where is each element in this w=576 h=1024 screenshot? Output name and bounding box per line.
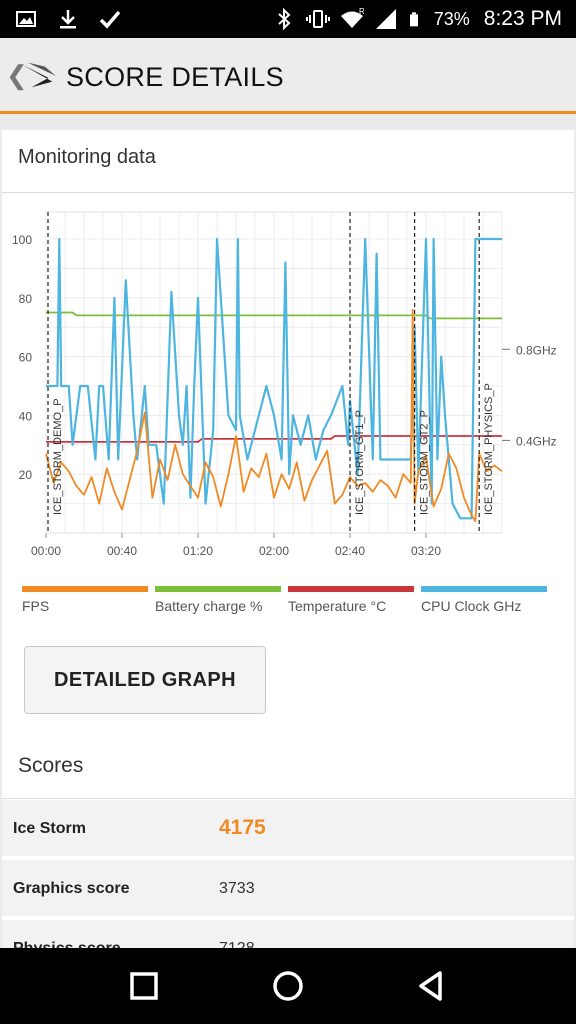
series-line-cpu-clock-ghz [46, 237, 502, 520]
test-marker-label: ICE_STORM_GT2_P [419, 410, 431, 515]
check-icon [99, 10, 121, 29]
x-tick-label: 03:20 [411, 544, 441, 558]
notification-icons [14, 6, 122, 32]
back-triangle-icon[interactable] [412, 966, 452, 1006]
legend-item-temperature: Temperature °C [288, 586, 414, 614]
legend-item-fps: FPS [22, 586, 148, 614]
score-label: Ice Storm [13, 820, 86, 837]
right-y-tick-label: 0.4GHz [516, 434, 557, 448]
detailed-graph-button[interactable]: DETAILED GRAPH [24, 646, 266, 714]
clock: 8:23 PM [483, 7, 562, 30]
svg-text:R: R [359, 7, 364, 16]
x-tick-label: 02:40 [335, 544, 365, 558]
legend-label-fps: FPS [22, 598, 50, 614]
3dmark-logo-icon[interactable] [20, 58, 58, 92]
score-row-ice-storm[interactable]: Ice Storm 4175 [2, 800, 574, 858]
system-icons: R 73% 8:23 PM [272, 0, 562, 38]
battery-icon [409, 12, 418, 27]
y-tick-label: 60 [19, 351, 33, 365]
monitoring-chart[interactable]: 20 40 60 80 100 0.4GHz 0.8GHz 00:00 00:40 01:20 02… [2, 200, 574, 580]
score-details-card: Monitoring data 20 40 60 80 100 0.4GHz 0.8GHz 0… [2, 130, 574, 978]
y-tick-label: 80 [19, 292, 33, 306]
download-icon [60, 10, 76, 29]
test-marker-label: ICE_STORM_PHYSICS_P [483, 383, 495, 515]
score-label: Graphics score [13, 880, 130, 897]
y-tick-label: 100 [12, 233, 32, 247]
legend-swatch-battery [155, 586, 281, 592]
score-value: 4175 [219, 816, 266, 839]
legend-swatch-cpu-clock [421, 586, 547, 592]
image-icon [16, 11, 36, 27]
legend-item-cpu-clock: CPU Clock GHz [421, 586, 547, 614]
home-circle-icon[interactable] [268, 966, 308, 1006]
series-line-battery-charge [46, 311, 502, 320]
score-row-graphics[interactable]: Graphics score 3733 [2, 860, 574, 918]
right-y-tick-label: 0.8GHz [516, 343, 557, 357]
test-marker-label: ICE_STORM_GT1_P [354, 410, 366, 515]
series-line-temperature-c [46, 435, 502, 443]
x-tick-label: 01:20 [183, 544, 213, 558]
recents-square-icon[interactable] [124, 966, 164, 1006]
y-tick-label: 20 [19, 468, 33, 482]
divider [2, 798, 574, 799]
legend-label-battery: Battery charge % [155, 598, 263, 614]
scores-title: Scores [18, 754, 84, 777]
test-marker-label: ICE_STORM_DEMO_P [52, 398, 64, 515]
score-value: 3733 [219, 880, 255, 897]
monitoring-title: Monitoring data [18, 146, 156, 168]
legend-item-battery: Battery charge % [155, 586, 281, 614]
divider [2, 192, 574, 193]
legend-swatch-temperature [288, 586, 414, 592]
navigation-bar [0, 948, 576, 1024]
app-bar: ❮ SCORE DETAILS [0, 38, 576, 114]
status-bar: R 73% 8:23 PM [0, 0, 576, 38]
y-tick-label: 40 [19, 409, 33, 423]
x-tick-label: 02:00 [259, 544, 289, 558]
chevron-left-icon[interactable]: ❮ [6, 60, 28, 90]
vibrate-icon [305, 10, 330, 28]
page-title: SCORE DETAILS [66, 62, 284, 92]
legend-swatch-fps [22, 586, 148, 592]
bluetooth-icon [278, 7, 291, 31]
battery-percent: 73% [433, 8, 470, 29]
legend-label-temperature: Temperature °C [288, 598, 387, 614]
legend-label-cpu-clock: CPU Clock GHz [421, 598, 522, 614]
wifi-icon: R [340, 7, 364, 28]
x-tick-label: 00:00 [31, 544, 61, 558]
signal-icon [375, 9, 396, 29]
x-tick-label: 00:40 [107, 544, 137, 558]
series-line-fps [45, 308, 503, 523]
